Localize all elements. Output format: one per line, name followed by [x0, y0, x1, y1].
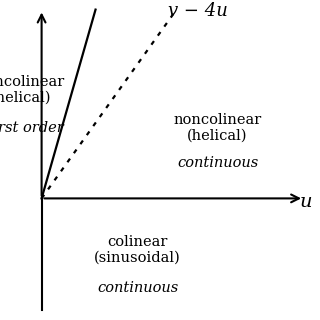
- Text: noncolinear
(helical): noncolinear (helical): [173, 113, 262, 143]
- Text: v − 4u: v − 4u: [168, 2, 228, 20]
- Text: continuous: continuous: [177, 156, 258, 170]
- Text: u: u: [299, 193, 312, 211]
- Text: noncolinear
(helical): noncolinear (helical): [0, 75, 65, 105]
- Text: first order: first order: [0, 121, 65, 135]
- Text: colinear
(sinusoidal): colinear (sinusoidal): [94, 235, 181, 265]
- Text: continuous: continuous: [97, 281, 178, 295]
